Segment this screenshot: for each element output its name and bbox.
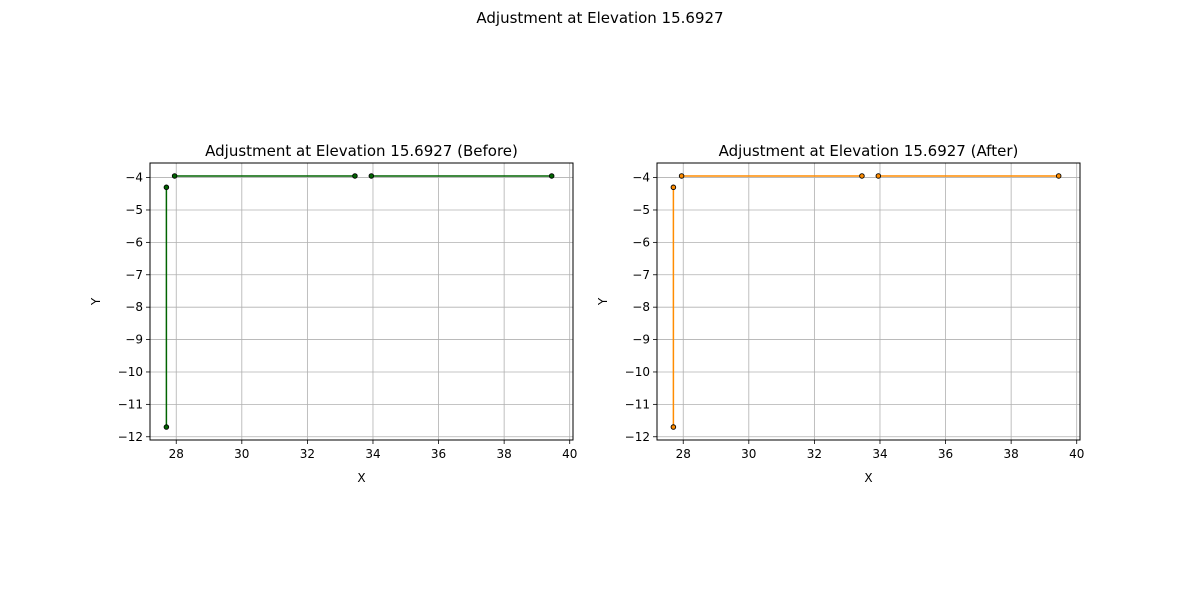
data-point (1055, 173, 1062, 179)
y-tick-label: −10 (118, 365, 143, 379)
x-tick-label: 40 (562, 447, 577, 461)
y-tick-label: −4 (125, 171, 143, 185)
y-axis-label: Y (89, 297, 103, 306)
subplot-title: Adjustment at Elevation 15.6927 (After) (719, 142, 1019, 160)
y-tick-label: −8 (632, 300, 650, 314)
axes-frame (656, 162, 1081, 441)
x-tick-label: 34 (365, 447, 380, 461)
data-point (678, 173, 685, 179)
data-point (163, 424, 170, 430)
x-tick-label: 36 (938, 447, 953, 461)
x-tick-label: 30 (741, 447, 756, 461)
y-tick-label: −9 (632, 333, 650, 347)
subplot-title: Adjustment at Elevation 15.6927 (Before) (205, 142, 518, 160)
data-point (352, 173, 358, 179)
x-axis-label: X (864, 471, 872, 485)
x-tick-label: 38 (1003, 447, 1018, 461)
x-tick-label: 40 (1069, 447, 1084, 461)
y-tick-label: −5 (125, 203, 143, 217)
x-tick-label: 28 (676, 447, 691, 461)
x-tick-label: 32 (300, 447, 315, 461)
y-tick-label: −9 (125, 333, 143, 347)
data-point (670, 424, 677, 430)
y-axis-label: Y (596, 297, 610, 306)
data-point (875, 173, 882, 179)
data-point (368, 173, 375, 179)
y-tick-label: −6 (125, 235, 143, 249)
y-tick-label: −8 (125, 300, 143, 314)
y-tick-label: −11 (118, 397, 143, 411)
axes-frame (149, 162, 574, 441)
data-point (859, 173, 865, 179)
x-tick-label: 34 (872, 447, 887, 461)
y-tick-label: −10 (625, 365, 650, 379)
y-tick-label: −5 (632, 203, 650, 217)
x-tick-label: 28 (169, 447, 184, 461)
data-point (171, 173, 178, 179)
x-tick-label: 32 (807, 447, 822, 461)
x-axis-label: X (357, 471, 365, 485)
x-tick-label: 38 (496, 447, 511, 461)
y-tick-label: −12 (625, 430, 650, 444)
data-point (163, 184, 170, 191)
y-tick-label: −6 (632, 235, 650, 249)
y-tick-label: −4 (632, 171, 650, 185)
y-tick-label: −11 (625, 397, 650, 411)
x-tick-label: 30 (234, 447, 249, 461)
y-tick-label: −7 (632, 268, 650, 282)
y-tick-label: −7 (125, 268, 143, 282)
subplot-after: 28 30 32 34 36 38 40 −4 −5 −6 −7 −8 −9 −10 −11 −12 Adjus… (596, 142, 1084, 485)
subplot-before: 28 30 32 34 36 38 40 −4 −5 −6 −7 −8 −9 −10 −11 −12 Adjus… (89, 142, 577, 485)
x-tick-label: 36 (431, 447, 446, 461)
y-tick-label: −12 (118, 430, 143, 444)
data-point (670, 184, 677, 191)
figure-title: Adjustment at Elevation 15.6927 (476, 9, 724, 27)
data-point (548, 173, 555, 179)
